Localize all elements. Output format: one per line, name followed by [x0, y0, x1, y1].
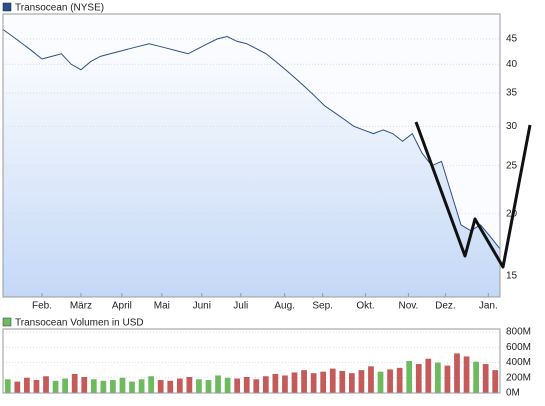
price-area — [3, 29, 500, 297]
volume-bar — [282, 375, 288, 393]
volume-bar — [253, 379, 260, 393]
volume-bar — [415, 364, 422, 393]
volume-bar — [71, 373, 78, 393]
volume-bar — [329, 368, 336, 393]
price-line — [2, 29, 501, 250]
x-tick-label: Nov. — [398, 301, 418, 312]
x-tick-label: Dez. — [435, 301, 456, 312]
volume-bar — [396, 367, 403, 393]
volume-bar — [196, 379, 202, 393]
volume-bar — [348, 373, 355, 393]
volume-bar — [482, 364, 489, 393]
volume-bar — [272, 373, 279, 393]
x-tick-label: Juli — [233, 301, 248, 312]
legend-label: Transocean (NYSE) — [15, 3, 104, 14]
x-tick-label: März — [70, 301, 92, 312]
volume-bar — [33, 380, 40, 393]
volume-bar — [90, 379, 97, 393]
volume-bar — [492, 370, 499, 393]
y-tick-label: 40 — [506, 59, 518, 70]
y-tick-label: 600M — [506, 342, 531, 353]
volume-bar — [129, 381, 135, 393]
volume-bar — [14, 381, 21, 393]
volume-bar — [387, 369, 393, 393]
volume-bar — [234, 378, 241, 393]
legend-swatch — [2, 2, 12, 12]
y-tick-label: 15 — [506, 271, 518, 282]
x-tick-label: Juni — [193, 301, 211, 312]
x-tick-label: Okt. — [356, 301, 374, 312]
volume-bar — [138, 379, 145, 393]
volume-bar — [243, 377, 250, 393]
x-tick-label: April — [112, 301, 132, 312]
y-tick-label: 0M — [506, 388, 520, 399]
volume-bar — [157, 380, 164, 393]
volume-bar — [339, 370, 346, 393]
y-tick-label: 400M — [506, 357, 531, 368]
volume-bar — [368, 366, 374, 393]
y-tick-label: 200M — [506, 372, 531, 383]
volume-bar — [301, 370, 307, 393]
volume-bar — [4, 379, 11, 393]
volume-bar — [435, 362, 441, 393]
x-tick-label: Aug. — [274, 301, 295, 312]
volume-bar — [43, 376, 49, 393]
volume-bar — [205, 380, 212, 393]
x-tick-label: Jan. — [479, 301, 498, 312]
volume-bar — [119, 377, 126, 393]
y-tick-label: 800M — [506, 327, 531, 338]
volume-bar — [377, 371, 384, 393]
volume-bar — [454, 353, 460, 393]
x-tick-label: Sep. — [312, 301, 333, 312]
volume-bar — [24, 377, 30, 393]
volume-bar — [148, 376, 155, 393]
legend-swatch — [2, 317, 12, 327]
volume-bar — [176, 378, 183, 393]
volume-bar — [52, 380, 59, 393]
volume-bar — [110, 380, 116, 393]
volume-bar — [224, 377, 231, 393]
y-tick-label: 25 — [506, 160, 518, 171]
volume-bar — [81, 377, 88, 393]
plot-frame — [2, 328, 501, 394]
volume-bar — [186, 377, 193, 393]
volume-bar — [473, 361, 479, 393]
volume-bar — [425, 358, 432, 393]
volume-bar — [406, 361, 413, 393]
volume-bar — [262, 376, 269, 393]
legend-label: Transocean Volumen in USD — [15, 318, 144, 329]
volume-bar — [320, 371, 327, 393]
volume-bar — [444, 365, 451, 393]
volume-bar — [291, 372, 298, 393]
x-tick-label: Mai — [154, 301, 170, 312]
plot-frame — [2, 13, 501, 298]
hand-drawn-annotation — [414, 121, 532, 269]
volume-bar — [62, 378, 68, 393]
y-tick-label: 35 — [506, 88, 518, 99]
y-tick-label: 30 — [506, 121, 518, 132]
volume-bar — [358, 370, 365, 393]
volume-bar — [215, 375, 221, 393]
volume-bar — [167, 380, 174, 393]
x-tick-label: Feb. — [32, 301, 52, 312]
volume-bar — [310, 373, 317, 393]
y-tick-label: 45 — [506, 34, 518, 45]
volume-bar — [463, 356, 470, 393]
volume-bar — [100, 380, 107, 393]
